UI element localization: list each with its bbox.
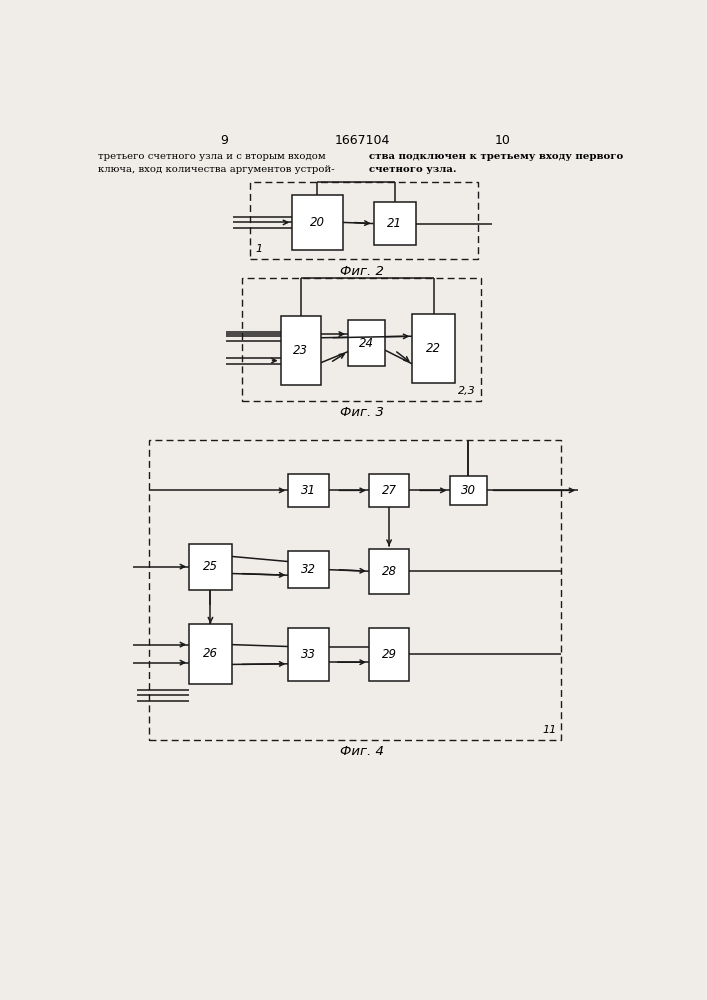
Text: 22: 22 <box>426 342 441 355</box>
Bar <box>288 474 329 507</box>
Bar <box>242 278 481 401</box>
Text: 25: 25 <box>203 560 218 573</box>
Text: 30: 30 <box>461 484 476 497</box>
Text: 9: 9 <box>220 134 228 147</box>
Text: третьего счетного узла и с вторым входом
ключа, вход количества аргументов устро: третьего счетного узла и с вторым входом… <box>98 152 334 174</box>
Bar <box>288 628 329 681</box>
Bar <box>149 440 561 740</box>
Text: 24: 24 <box>359 337 374 350</box>
Text: 2,3: 2,3 <box>458 386 476 396</box>
Bar <box>450 476 486 505</box>
Text: 31: 31 <box>301 484 316 497</box>
Text: 33: 33 <box>301 648 316 661</box>
Text: 1: 1 <box>255 244 262 254</box>
Bar <box>412 314 455 383</box>
Text: 20: 20 <box>310 216 325 229</box>
Bar <box>292 195 343 250</box>
Text: ства подключен к третьему входу первого
счетного узла.: ства подключен к третьему входу первого … <box>369 152 623 174</box>
Bar <box>373 202 416 245</box>
Text: 26: 26 <box>203 647 218 660</box>
Bar <box>189 624 232 684</box>
Bar <box>189 544 232 590</box>
Text: Фиг. 2: Фиг. 2 <box>340 265 384 278</box>
Bar <box>369 474 409 507</box>
Bar <box>348 320 385 366</box>
Bar <box>281 316 321 385</box>
Text: 28: 28 <box>382 565 397 578</box>
Text: 1667104: 1667104 <box>334 134 390 147</box>
Text: 32: 32 <box>301 563 316 576</box>
Text: Фиг. 3: Фиг. 3 <box>340 406 384 419</box>
Text: 11: 11 <box>542 725 556 735</box>
Bar <box>369 549 409 594</box>
Text: 21: 21 <box>387 217 402 230</box>
Text: 27: 27 <box>382 484 397 497</box>
Text: 29: 29 <box>382 648 397 661</box>
Text: 10: 10 <box>495 134 511 147</box>
Bar <box>250 182 478 259</box>
Bar <box>369 628 409 681</box>
Text: Фиг. 4: Фиг. 4 <box>340 745 384 758</box>
Text: 23: 23 <box>293 344 308 357</box>
Bar <box>288 551 329 588</box>
